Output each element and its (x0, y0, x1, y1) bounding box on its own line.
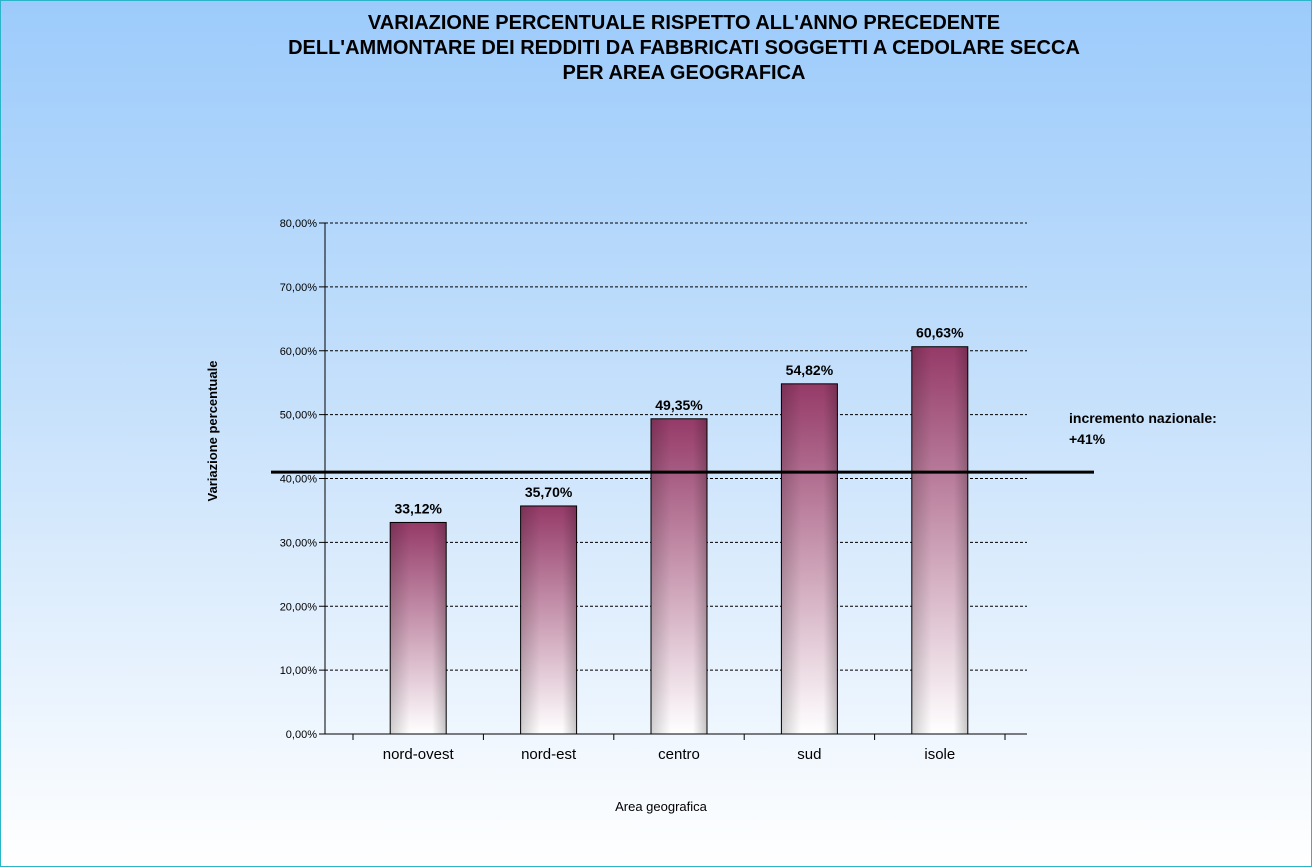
x-axis-title: Area geografica (615, 799, 708, 814)
bar-shade (390, 522, 447, 734)
y-axis-title: Variazione percentuale (205, 361, 220, 502)
chart-title-line-3: PER AREA GEOGRAFICA (562, 62, 806, 84)
category-label-sud: sud (797, 746, 821, 763)
y-tick-label: 60,00% (280, 346, 318, 358)
chart-title-line-2: DELL'AMMONTARE DEI REDDITI DA FABBRICATI… (288, 37, 1080, 59)
data-label-nord-ovest: 33,12% (394, 500, 442, 516)
y-tick-label: 80,00% (280, 218, 318, 230)
bar-shade (911, 346, 968, 734)
category-label-nord-est: nord-est (521, 746, 577, 763)
y-tick-label: 70,00% (280, 282, 318, 294)
y-tick-label: 30,00% (280, 537, 318, 549)
y-tick-label: 40,00% (280, 474, 318, 486)
y-tick-label: 50,00% (280, 410, 318, 422)
national-increment-label-line-1: incremento nazionale: (1069, 410, 1217, 426)
labels: 0,00% 10,00% 20,00% 30,00% 40,00% 50,00% 60,00… (280, 218, 964, 763)
data-label-isole: 60,63% (916, 325, 964, 341)
category-label-centro: centro (658, 746, 700, 763)
data-label-sud: 54,82% (786, 362, 834, 378)
chart-title: VARIAZIONE PERCENTUALE RISPETTO ALL'ANNO… (1, 11, 1311, 86)
y-tick-label: 10,00% (280, 665, 318, 677)
data-label-centro: 49,35% (655, 397, 703, 413)
category-label-nord-ovest: nord-ovest (383, 746, 455, 763)
bar-shade (781, 383, 838, 734)
bar-shade (520, 505, 577, 734)
chart-title-line-1: VARIAZIONE PERCENTUALE RISPETTO ALL'ANNO… (367, 12, 1001, 34)
y-tick-label: 0,00% (286, 729, 317, 741)
category-label-isole: isole (924, 746, 955, 763)
data-label-nord-est: 35,70% (525, 484, 573, 500)
bar-shade (651, 418, 707, 734)
national-increment-label-line-2: +41% (1069, 431, 1106, 447)
y-tick-label: 20,00% (280, 601, 318, 613)
